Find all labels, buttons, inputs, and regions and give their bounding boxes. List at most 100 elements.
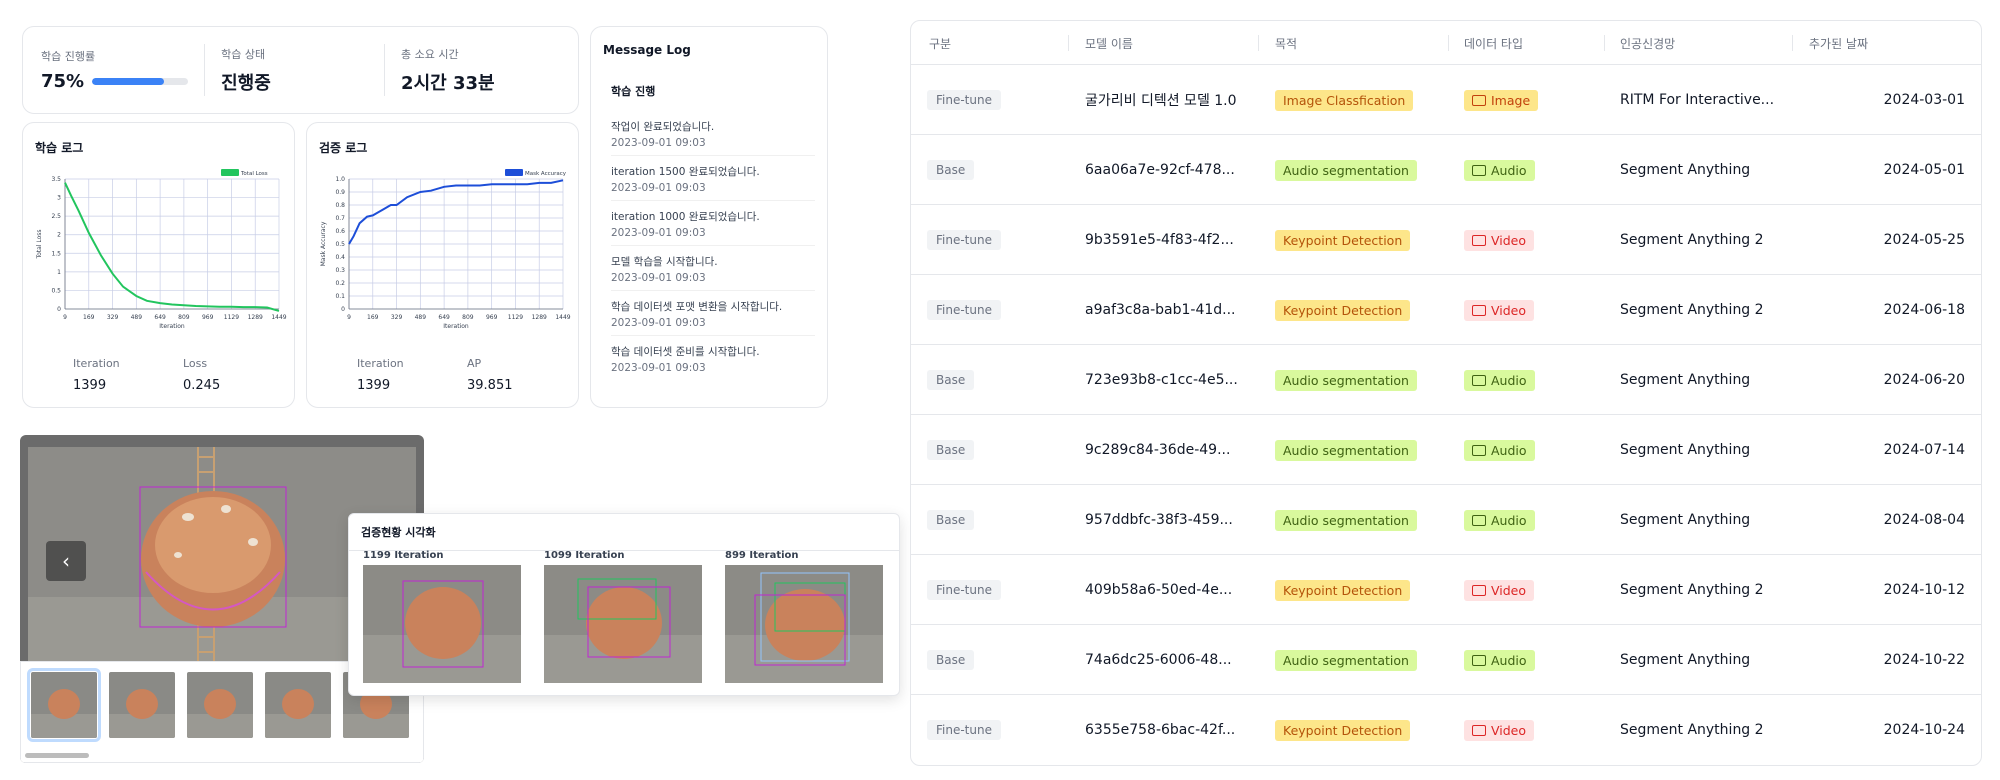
status-value: 진행중: [221, 72, 271, 94]
table-row[interactable]: Base 957ddbfc-38f3-459... Audio segmentati…: [911, 485, 1981, 555]
chevron-left-icon: ‹: [62, 549, 70, 573]
x-tick-label: 809: [178, 314, 190, 321]
audio-icon: [1472, 374, 1486, 386]
data-type-label: Audio: [1491, 442, 1527, 458]
data-type-badge: Image: [1464, 89, 1539, 111]
metric-label: Loss: [183, 357, 208, 370]
column-header-purpose[interactable]: 목적: [1275, 37, 1298, 51]
data-type-label: Video: [1491, 582, 1527, 598]
train-iteration-metric: Iteration 1399: [73, 357, 143, 393]
model-name[interactable]: 409b58a6-50ed-4e...: [1085, 582, 1233, 598]
model-name[interactable]: a9af3c8a-bab1-41d...: [1085, 302, 1236, 318]
kind-badge: Base: [927, 510, 975, 530]
y-tick-label: 1: [57, 269, 61, 276]
status-label: 학습 상태: [221, 47, 266, 61]
message-log-item: iteration 1000 완료되었습니다. 2023-09-01 09:03: [611, 201, 815, 246]
column-divider: [1068, 35, 1069, 51]
x-tick-label: 1449: [271, 314, 286, 321]
column-header-name[interactable]: 모델 이름: [1085, 37, 1133, 51]
validation-visualization-panel: 검증현황 시각화 1199 Iteration 1099 Iteration 8…: [348, 513, 900, 696]
thumbnail[interactable]: [265, 672, 331, 738]
message-text: iteration 1000 완료되었습니다.: [611, 211, 760, 223]
table-header: 구분 모델 이름 목적 데이터 타입 인공신경망 추가된 날짜: [911, 21, 1981, 65]
audio-icon: [1472, 164, 1486, 176]
iteration-label: 1099 Iteration: [544, 550, 625, 561]
thumbnail[interactable]: [187, 672, 253, 738]
kind-badge: Base: [927, 160, 975, 180]
x-tick-label: 809: [462, 314, 474, 321]
purpose-badge: Audio segmentation: [1275, 369, 1417, 391]
y-tick-label: 0.8: [335, 202, 345, 209]
x-axis-label: Iteration: [159, 323, 185, 330]
kind-badge: Fine-tune: [927, 230, 1001, 250]
training-log-card: 학습 로그 9 169 329 489 649 809 969 1129 1289 1449 0 0.…: [22, 122, 295, 408]
message-log-item: 작업이 완료되었습니다. 2023-09-01 09:03: [611, 111, 815, 156]
x-tick-label: 1129: [224, 314, 239, 321]
table-row[interactable]: Fine-tune 409b58a6-50ed-4e... Keypoint Det…: [911, 555, 1981, 625]
metric-label: AP: [467, 357, 482, 370]
mask-accuracy-chart: 9 169 329 489 649 809 969 1129 1289 1449 0 0.1 0.2 0.…: [320, 169, 571, 330]
column-divider: [1604, 35, 1605, 51]
column-header-kind[interactable]: 구분: [929, 37, 952, 51]
table-row[interactable]: Base 6aa06a7e-92cf-478... Audio segmentati…: [911, 135, 1981, 205]
y-tick-label: 2.5: [51, 213, 61, 220]
message-list[interactable]: 작업이 완료되었습니다. 2023-09-01 09:03 iteration 15…: [603, 111, 815, 380]
progress-value: 75%: [41, 71, 85, 92]
series-line: [348, 179, 564, 245]
message-log-card: Message Log 학습 진행 작업이 완료되었습니다. 2023-09-01…: [590, 26, 828, 408]
series-line: [64, 182, 280, 312]
message-text: iteration 1500 완료되었습니다.: [611, 166, 760, 178]
table-row[interactable]: Fine-tune 굴가리비 디텍션 모델 1.0 Image Classficat…: [911, 65, 1981, 135]
y-tick-label: 0: [341, 306, 345, 313]
horizontal-scrollbar[interactable]: [25, 753, 89, 758]
x-tick-label: 969: [486, 314, 498, 321]
y-tick-label: 1.0: [335, 176, 345, 183]
model-name[interactable]: 6aa06a7e-92cf-478...: [1085, 162, 1235, 178]
validation-sample[interactable]: 899 Iteration: [725, 550, 883, 683]
table-row[interactable]: Fine-tune 6355e758-6bac-42f... Keypoint De…: [911, 695, 1981, 765]
table-row[interactable]: Fine-tune 9b3591e5-4f83-4f2... Keypoint De…: [911, 205, 1981, 275]
validation-log-title: 검증 로그: [319, 141, 368, 155]
progress-bar: [92, 78, 189, 85]
table-row[interactable]: Base 74a6dc25-6006-48... Audio segmentatio…: [911, 625, 1981, 695]
model-name[interactable]: 9b3591e5-4f83-4f2...: [1085, 232, 1234, 248]
y-tick-label: 0.5: [335, 241, 345, 248]
data-type-badge: Audio: [1464, 649, 1535, 671]
metric-value: 1399: [357, 378, 391, 393]
x-tick-label: 169: [83, 314, 95, 321]
validation-sample[interactable]: 1199 Iteration: [363, 550, 521, 683]
audio-icon: [1472, 514, 1486, 526]
purpose-badge: Audio segmentation: [1275, 509, 1417, 531]
model-name[interactable]: 9c289c84-36de-49...: [1085, 442, 1231, 458]
thumbnail[interactable]: [27, 668, 101, 742]
thumbnail[interactable]: [109, 672, 175, 738]
column-header-data-type[interactable]: 데이터 타입: [1464, 37, 1524, 51]
model-name[interactable]: 957ddbfc-38f3-459...: [1085, 512, 1233, 528]
kind-badge: Fine-tune: [927, 720, 1001, 740]
column-header-date[interactable]: 추가된 날짜: [1809, 37, 1869, 51]
progress-bar-fill: [92, 78, 165, 85]
prev-image-button[interactable]: ‹: [46, 541, 86, 581]
validation-sample[interactable]: 1099 Iteration: [544, 550, 702, 683]
data-type-badge: Video: [1464, 719, 1535, 741]
model-name[interactable]: 6355e758-6bac-42f...: [1085, 722, 1236, 738]
network-name: Segment Anything: [1620, 512, 1751, 528]
y-tick-label: 1.5: [51, 250, 61, 257]
table-row[interactable]: Base 723e93b8-c1cc-4e5... Audio segmentati…: [911, 345, 1981, 415]
training-log-title: 학습 로그: [35, 141, 84, 155]
model-name[interactable]: 굴가리비 디텍션 모델 1.0: [1085, 93, 1237, 109]
y-tick-label: 0.9: [335, 189, 345, 196]
network-name: Segment Anything 2: [1620, 722, 1764, 738]
kind-badge: Base: [927, 650, 975, 670]
iteration-label: 899 Iteration: [725, 550, 799, 561]
table-row[interactable]: Base 9c289c84-36de-49... Audio segmentatio…: [911, 415, 1981, 485]
model-name[interactable]: 723e93b8-c1cc-4e5...: [1085, 372, 1238, 388]
model-name[interactable]: 74a6dc25-6006-48...: [1085, 652, 1232, 668]
network-name: Segment Anything 2: [1620, 302, 1764, 318]
network-name: Segment Anything: [1620, 652, 1751, 668]
column-header-network[interactable]: 인공신경망: [1620, 37, 1676, 51]
legend-label: Total Loss: [240, 171, 268, 177]
audio-icon: [1472, 444, 1486, 456]
audio-icon: [1472, 654, 1486, 666]
table-row[interactable]: Fine-tune a9af3c8a-bab1-41d... Keypoint De…: [911, 275, 1981, 345]
